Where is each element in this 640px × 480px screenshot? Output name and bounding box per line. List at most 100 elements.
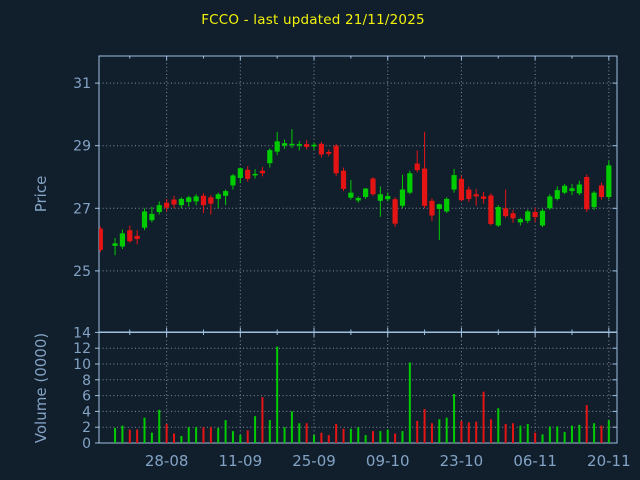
volume-bar-29 — [313, 435, 316, 443]
volume-tick-label: 2 — [82, 420, 91, 436]
volume-bar-63 — [563, 431, 566, 443]
candle-body-7 — [149, 213, 155, 221]
volume-bar-3 — [121, 425, 124, 443]
candle-body-29 — [311, 144, 317, 147]
candle-body-35 — [355, 197, 361, 201]
candle-body-62 — [554, 190, 560, 199]
candle-body-4 — [127, 230, 133, 242]
volume-bar-50 — [467, 422, 470, 443]
volume-bar-55 — [504, 424, 507, 443]
candle-body-40 — [392, 199, 398, 224]
candle-body-34 — [348, 192, 354, 198]
candle-body-11 — [178, 198, 184, 206]
volume-bar-30 — [320, 432, 323, 443]
candle-body-6 — [141, 211, 148, 228]
candle-body-9 — [164, 202, 170, 208]
volume-bar-33 — [342, 428, 345, 443]
volume-bar-9 — [165, 424, 168, 443]
candle-body-15 — [208, 197, 214, 204]
volume-tick-label: 10 — [73, 357, 91, 373]
candle-body-55 — [503, 208, 509, 217]
x-tick-label: 25-09 — [292, 452, 336, 470]
volume-bar-10 — [173, 433, 175, 443]
candle-body-23 — [267, 150, 273, 164]
volume-bar-49 — [460, 420, 463, 443]
candle-body-60 — [539, 210, 546, 226]
candle-body-2 — [112, 243, 118, 246]
volume-bar-45 — [430, 423, 433, 443]
candle-body-27 — [296, 144, 302, 146]
candle-body-5 — [134, 235, 140, 239]
volume-bar-7 — [150, 432, 153, 443]
volume-bar-21 — [254, 416, 257, 443]
candle-body-21 — [252, 173, 258, 176]
candle-body-14 — [200, 195, 207, 206]
price-tick-label: 29 — [73, 139, 91, 155]
volume-bar-18 — [231, 431, 234, 443]
volume-bar-8 — [158, 409, 161, 443]
candle-body-50 — [466, 189, 472, 199]
volume-bar-37 — [371, 431, 374, 443]
volume-tick-label: 6 — [82, 389, 91, 405]
candle-body-22 — [259, 170, 266, 174]
volume-bar-58 — [526, 424, 529, 443]
volume-bar-44 — [423, 409, 426, 443]
x-tick-label: 09-10 — [366, 452, 410, 470]
volume-bar-4 — [128, 429, 131, 443]
volume-bar-60 — [541, 434, 544, 443]
candle-body-36 — [363, 188, 369, 198]
x-tick-label: 11-09 — [219, 452, 263, 470]
candle-body-48 — [451, 175, 457, 190]
candle-body-52 — [480, 196, 487, 199]
x-tick-label: 23-10 — [440, 452, 484, 470]
volume-bar-22 — [261, 397, 264, 443]
candle-body-19 — [237, 168, 243, 178]
volume-bar-34 — [349, 428, 352, 443]
volume-bar-26 — [290, 411, 293, 443]
candle-body-46 — [436, 204, 442, 209]
grid-layer — [99, 56, 617, 443]
candle-body-41 — [399, 189, 406, 206]
candle-body-43 — [414, 163, 420, 171]
candle-body-57 — [517, 218, 523, 223]
x-tick-label: 28-08 — [145, 452, 189, 470]
volume-bar-32 — [335, 424, 338, 443]
volume-tick-label: 0 — [82, 436, 91, 452]
volume-bar-36 — [364, 435, 367, 443]
volume-bar-20 — [246, 430, 249, 443]
candle-body-17 — [222, 191, 229, 196]
volume-bar-42 — [408, 362, 411, 443]
volume-bar-27 — [298, 423, 301, 443]
volume-bar-62 — [556, 426, 559, 443]
frame-layer — [98, 55, 618, 444]
candle-body-66 — [584, 177, 590, 210]
candle-body-12 — [186, 197, 192, 203]
candle-body-67 — [591, 192, 597, 208]
volume-bar-2 — [114, 427, 117, 443]
candle-body-47 — [444, 198, 450, 212]
candle-body-51 — [473, 194, 479, 197]
candle-body-63 — [562, 185, 568, 193]
candle-body-25 — [281, 143, 288, 146]
volume-bar-11 — [180, 435, 183, 443]
candle-body-37 — [370, 178, 376, 195]
candle-body-10 — [171, 199, 177, 205]
candle-body-3 — [119, 233, 126, 247]
volume-bar-25 — [283, 427, 286, 443]
volume-bar-17 — [224, 420, 227, 443]
volume-bar-39 — [386, 429, 389, 443]
candle-body-33 — [340, 170, 347, 189]
volume-bar-54 — [497, 408, 500, 443]
volume-pane-frame — [98, 332, 618, 444]
candle-body-59 — [532, 212, 538, 218]
volume-bar-41 — [401, 431, 404, 443]
volume-bar-15 — [209, 427, 212, 443]
volume-bar-46 — [438, 419, 441, 443]
candle-body-38 — [377, 194, 383, 201]
candle-body-54 — [495, 207, 501, 226]
candle-body-31 — [326, 151, 332, 154]
volume-bar-57 — [519, 425, 522, 443]
x-tick-label: 06-11 — [513, 452, 557, 470]
